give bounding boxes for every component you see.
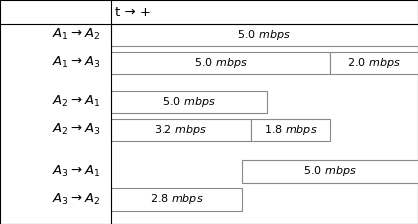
Text: $3.2\ \mathit{mbps}$: $3.2\ \mathit{mbps}$ — [154, 123, 208, 137]
Bar — [111, 91, 268, 113]
Bar — [242, 160, 418, 183]
Text: $A_2 \rightarrow A_1$: $A_2 \rightarrow A_1$ — [52, 94, 100, 110]
Bar — [330, 52, 418, 74]
Bar — [111, 52, 330, 74]
Text: $A_2 \rightarrow A_3$: $A_2 \rightarrow A_3$ — [52, 122, 100, 138]
Text: $A_3 \rightarrow A_2$: $A_3 \rightarrow A_2$ — [52, 192, 100, 207]
Bar — [111, 188, 242, 211]
Text: t → +: t → + — [115, 6, 151, 19]
Text: $A_1 \rightarrow A_2$: $A_1 \rightarrow A_2$ — [52, 27, 100, 42]
Text: $5.0\ \mathit{mbps}$: $5.0\ \mathit{mbps}$ — [162, 95, 216, 109]
Text: $1.8\ \mathit{mbps}$: $1.8\ \mathit{mbps}$ — [264, 123, 318, 137]
Bar — [251, 119, 330, 141]
Text: $2.8\ \mathit{mbps}$: $2.8\ \mathit{mbps}$ — [150, 192, 204, 206]
Text: $5.0\ \mathit{mbps}$: $5.0\ \mathit{mbps}$ — [194, 56, 247, 70]
Text: $5.0\ \mathit{mbps}$: $5.0\ \mathit{mbps}$ — [303, 164, 357, 178]
Text: $A_3 \rightarrow A_1$: $A_3 \rightarrow A_1$ — [52, 164, 100, 179]
Bar — [111, 119, 251, 141]
Text: $5.0\ \mathit{mbps}$: $5.0\ \mathit{mbps}$ — [237, 28, 291, 42]
Text: $A_1 \rightarrow A_3$: $A_1 \rightarrow A_3$ — [52, 55, 100, 70]
Text: $2.0\ \mathit{mbps}$: $2.0\ \mathit{mbps}$ — [347, 56, 401, 70]
Bar — [111, 24, 418, 46]
